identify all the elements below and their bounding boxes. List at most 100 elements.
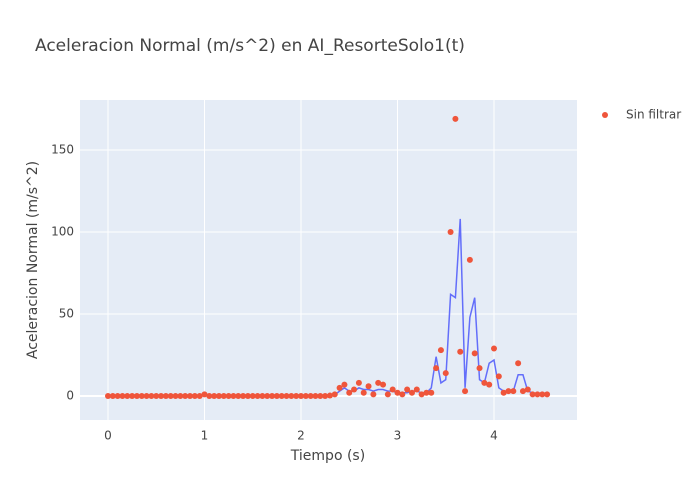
point: [240, 393, 247, 400]
point: [201, 391, 208, 398]
point: [322, 393, 329, 400]
x-axis-title: Tiempo (s): [290, 448, 365, 464]
point: [302, 393, 309, 400]
point: [119, 393, 126, 400]
y-tick-label: 150: [51, 143, 74, 157]
point: [273, 393, 280, 400]
point: [182, 393, 189, 400]
x-tick-label: 3: [394, 429, 402, 443]
point: [153, 393, 160, 400]
point: [486, 381, 493, 388]
point: [124, 393, 131, 400]
y-tick-label: 50: [59, 307, 74, 321]
point: [534, 391, 541, 398]
point: [249, 393, 256, 400]
point: [172, 393, 179, 400]
point: [104, 393, 111, 400]
point: [225, 393, 232, 400]
point: [404, 386, 411, 393]
point: [408, 389, 415, 396]
point: [413, 386, 420, 393]
point: [355, 379, 362, 386]
y-tick-label: 0: [66, 389, 74, 403]
point: [288, 393, 295, 400]
point: [505, 388, 512, 395]
point: [206, 393, 213, 400]
point: [259, 393, 266, 400]
point: [452, 115, 459, 122]
point: [143, 393, 150, 400]
point: [433, 365, 440, 372]
point: [269, 393, 276, 400]
point: [187, 393, 194, 400]
point: [375, 379, 382, 386]
point: [129, 393, 136, 400]
point: [177, 393, 184, 400]
point: [457, 348, 464, 355]
point: [471, 350, 478, 357]
x-tick-label: 0: [104, 429, 112, 443]
point: [148, 393, 155, 400]
point: [495, 373, 502, 380]
point: [481, 379, 488, 386]
point: [254, 393, 261, 400]
point: [283, 393, 290, 400]
point: [394, 389, 401, 396]
x-tick-label: 2: [297, 429, 305, 443]
point: [428, 389, 435, 396]
point: [442, 370, 449, 377]
point: [336, 384, 343, 391]
point: [196, 393, 203, 400]
x-tick-label: 1: [201, 429, 209, 443]
point: [351, 386, 358, 393]
point: [360, 389, 367, 396]
point: [158, 393, 165, 400]
point: [114, 393, 121, 400]
point: [191, 393, 198, 400]
point: [524, 386, 531, 393]
point: [341, 381, 348, 388]
point: [510, 388, 517, 395]
point: [384, 391, 391, 398]
point: [215, 393, 222, 400]
point: [389, 386, 396, 393]
chart-title: Aceleracion Normal (m/s^2) en AI_Resorte…: [35, 36, 465, 56]
point: [380, 381, 387, 388]
point: [519, 388, 526, 395]
point: [297, 393, 304, 400]
point: [312, 393, 319, 400]
point: [491, 345, 498, 352]
point: [293, 393, 300, 400]
point: [317, 393, 324, 400]
point: [365, 383, 372, 390]
point: [544, 391, 551, 398]
point: [437, 347, 444, 354]
point: [278, 393, 285, 400]
point: [476, 365, 483, 372]
point: [138, 393, 145, 400]
point: [418, 391, 425, 398]
point: [230, 393, 237, 400]
point: [133, 393, 140, 400]
point: [539, 391, 546, 398]
point: [500, 389, 507, 396]
y-tick-label: 100: [51, 225, 74, 239]
point: [307, 393, 314, 400]
legend-marker: [602, 112, 608, 118]
point: [162, 393, 169, 400]
y-axis-title: Aceleracion Normal (m/s^2): [25, 161, 41, 359]
point: [264, 393, 271, 400]
plot-area: [80, 100, 577, 420]
point: [515, 360, 522, 367]
point: [423, 389, 430, 396]
point: [109, 393, 116, 400]
point: [211, 393, 218, 400]
point: [529, 391, 536, 398]
legend-label: Sin filtrar: [626, 108, 681, 122]
point: [462, 388, 469, 395]
point: [399, 391, 406, 398]
point: [370, 391, 377, 398]
point: [244, 393, 251, 400]
point: [346, 389, 353, 396]
